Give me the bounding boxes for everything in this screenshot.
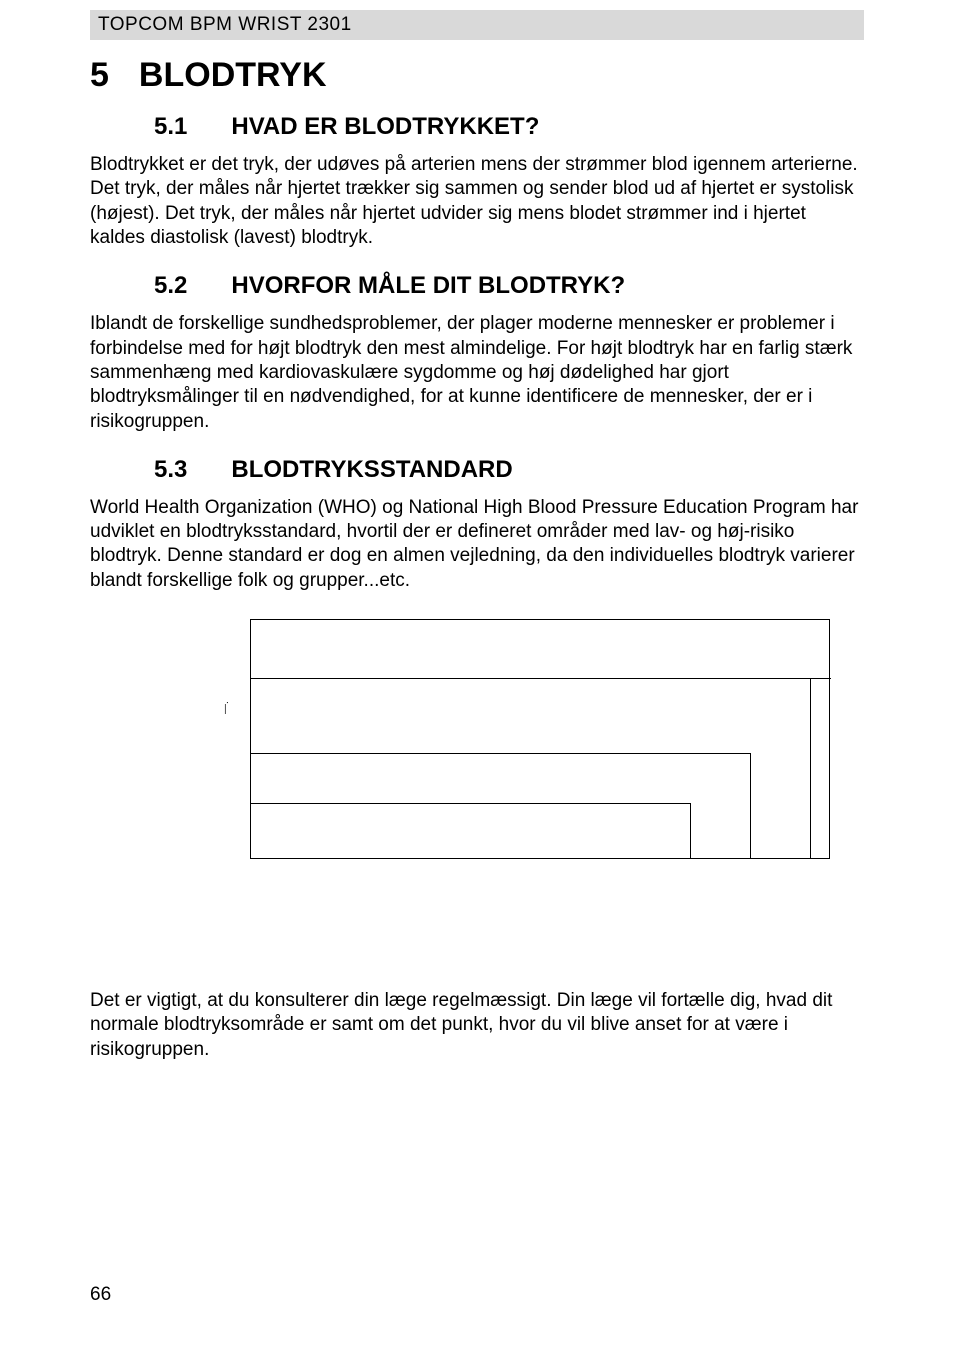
heading-2-number: 5.3	[154, 456, 187, 484]
chart-step-4	[251, 803, 691, 858]
heading-1: 5 BLODTRYK	[90, 56, 864, 95]
heading-2-title: BLODTRYKSSTANDARD	[231, 456, 512, 484]
heading-2-section-3: 5.3 BLODTRYKSSTANDARD	[154, 456, 864, 484]
body-section-1: Blodtrykket er det tryk, der udøves på a…	[90, 153, 864, 250]
heading-2-title: HVORFOR MÅLE DIT BLODTRYK?	[231, 272, 625, 300]
chart-y-axis-glyph: —.	[220, 701, 231, 714]
heading-2-number: 5.1	[154, 113, 187, 141]
bp-standard-chart: —.	[190, 619, 830, 909]
body-section-3: World Health Organization (WHO) og Natio…	[90, 496, 864, 593]
body-post-chart: Det er vigtigt, at du konsulterer din læ…	[90, 989, 864, 1062]
header-bar: TOPCOM BPM WRIST 2301	[90, 10, 864, 40]
body-section-2: Iblandt de forskellige sundhedsproblemer…	[90, 312, 864, 434]
page-number: 66	[90, 1284, 111, 1306]
page: TOPCOM BPM WRIST 2301 5 BLODTRYK 5.1 HVA…	[0, 0, 954, 1062]
chart-outer-frame	[250, 619, 830, 859]
heading-2-number: 5.2	[154, 272, 187, 300]
heading-2-title: HVAD ER BLODTRYKKET?	[231, 113, 539, 141]
heading-2-section-1: 5.1 HVAD ER BLODTRYKKET?	[154, 113, 864, 141]
heading-2-section-2: 5.2 HVORFOR MÅLE DIT BLODTRYK?	[154, 272, 864, 300]
heading-1-title: BLODTRYK	[139, 56, 327, 95]
header-text: TOPCOM BPM WRIST 2301	[98, 14, 856, 36]
heading-1-number: 5	[90, 56, 109, 95]
